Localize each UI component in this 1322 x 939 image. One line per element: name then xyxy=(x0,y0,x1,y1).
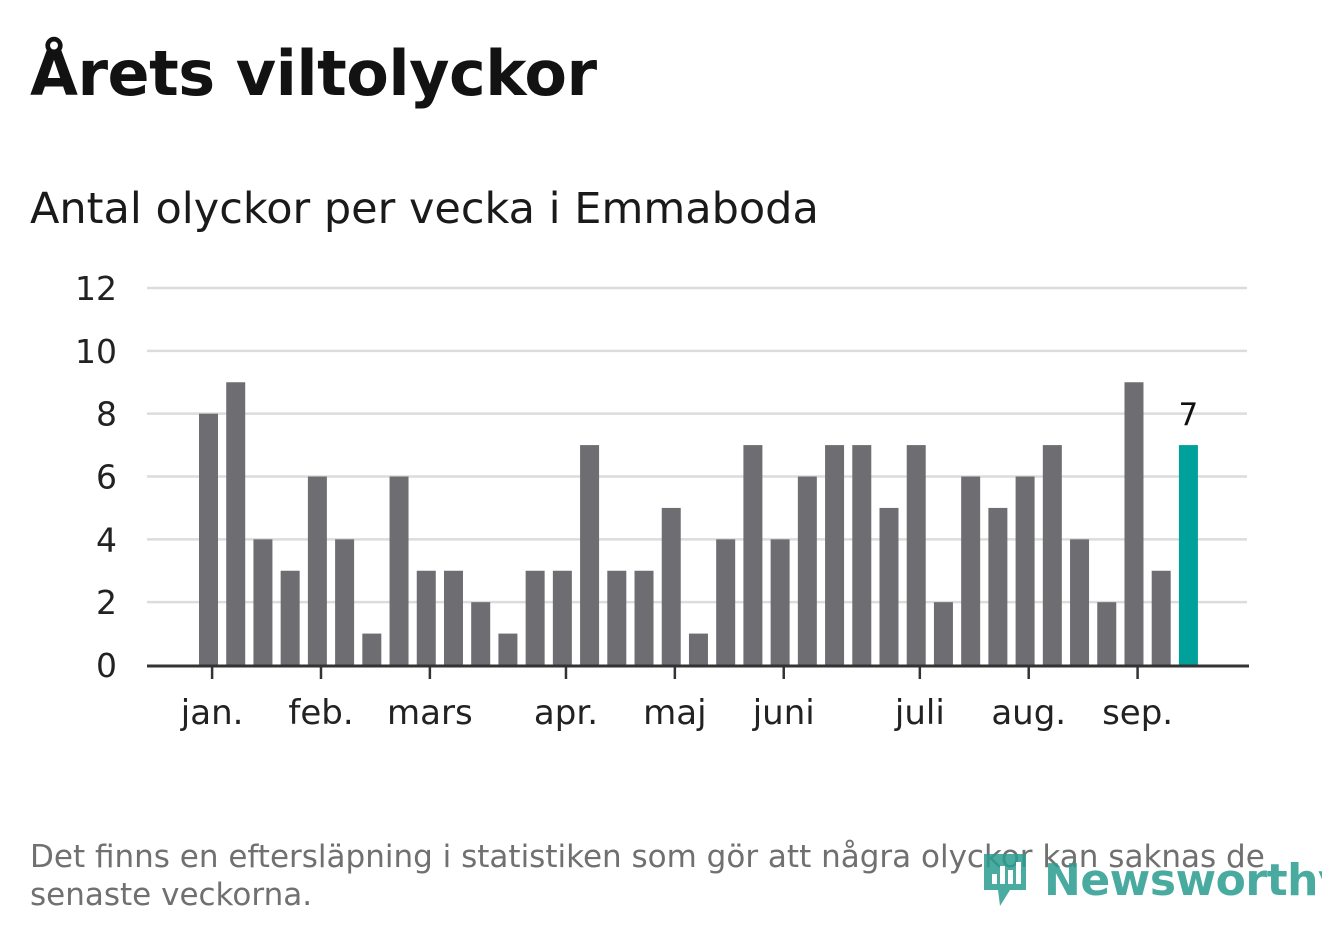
bar xyxy=(933,602,953,665)
bar xyxy=(307,476,327,665)
bar xyxy=(389,476,409,665)
bar xyxy=(770,539,790,665)
weekly-accidents-bar-chart: 0 2 4 6 8 10 12 7 jan. feb. mars apr. maj juni juli a… xyxy=(75,269,1249,733)
data-label: 7 xyxy=(1179,397,1199,433)
y-tick-label: 2 xyxy=(96,583,117,622)
x-tick-label: aug. xyxy=(991,693,1066,733)
y-tick-label: 8 xyxy=(96,395,117,434)
chart-title: Årets viltolyckor xyxy=(30,37,597,110)
bar xyxy=(226,382,246,665)
bar xyxy=(443,570,463,665)
bar-highlight xyxy=(1178,445,1198,665)
bar xyxy=(362,633,382,665)
bar xyxy=(335,539,355,665)
bar xyxy=(797,476,817,665)
bar xyxy=(199,413,218,665)
bar xyxy=(688,633,708,665)
bar xyxy=(1042,445,1062,665)
bar xyxy=(416,570,436,665)
bar xyxy=(825,445,845,665)
x-tick-label: mars xyxy=(387,693,473,733)
bar xyxy=(1097,602,1117,665)
bar xyxy=(716,539,736,665)
bar xyxy=(580,445,600,665)
x-tick-label: sep. xyxy=(1102,693,1173,733)
y-tick-label: 6 xyxy=(96,458,117,497)
bar xyxy=(906,445,926,665)
brand-name: Newsworthy xyxy=(1044,854,1322,906)
x-tick-label: apr. xyxy=(534,693,598,733)
bar xyxy=(1015,476,1035,665)
x-tick-label: juni xyxy=(752,693,815,733)
brand-logo: Newsworthy xyxy=(980,850,1322,910)
bar xyxy=(988,507,1008,665)
bar xyxy=(498,633,518,665)
y-tick-label: 0 xyxy=(96,646,117,685)
bars: 7 xyxy=(199,382,1198,665)
gridlines xyxy=(147,286,1247,604)
bar xyxy=(1124,382,1144,665)
x-tick-label: maj xyxy=(643,693,706,733)
newsworthy-logo-icon xyxy=(984,854,1026,906)
bar xyxy=(552,570,572,665)
bar xyxy=(634,570,654,665)
bar xyxy=(1151,570,1171,665)
bar xyxy=(743,445,763,665)
chart-subtitle: Antal olyckor per vecka i Emmaboda xyxy=(30,184,819,234)
bar xyxy=(471,602,491,665)
y-axis-ticks: 0 2 4 6 8 10 12 xyxy=(75,269,117,685)
bar xyxy=(852,445,872,665)
bar xyxy=(607,570,627,665)
bar xyxy=(280,570,300,665)
bar xyxy=(961,476,981,665)
x-tick-label: juli xyxy=(894,693,945,733)
y-tick-label: 12 xyxy=(75,269,117,308)
bar xyxy=(253,539,273,665)
bar xyxy=(1070,539,1090,665)
x-tick-label: jan. xyxy=(180,693,244,733)
bar xyxy=(661,507,681,665)
bar xyxy=(879,507,899,665)
x-axis-ticks: jan. feb. mars apr. maj juni juli aug. sep. xyxy=(180,666,1173,733)
y-tick-label: 10 xyxy=(75,332,117,371)
bar xyxy=(525,570,545,665)
y-tick-label: 4 xyxy=(96,520,117,559)
footnote: Det finns en eftersläpning i statistiken… xyxy=(30,839,1265,913)
x-tick-label: feb. xyxy=(288,693,353,733)
